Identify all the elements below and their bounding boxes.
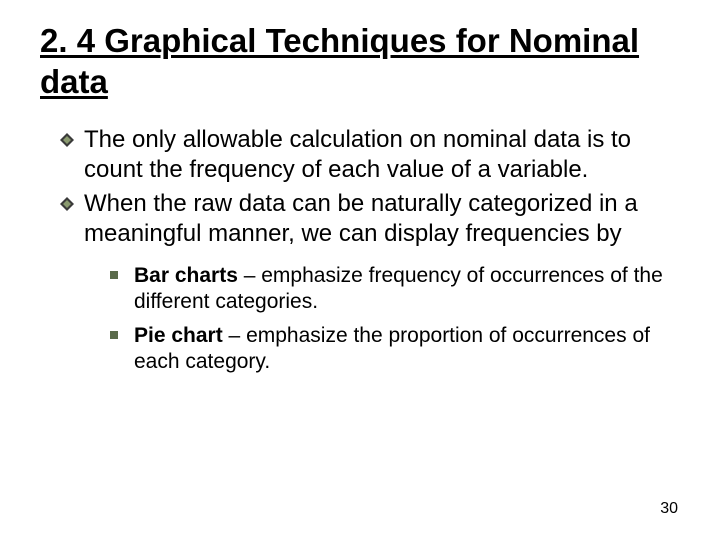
level2-item: Pie chart – emphasize the proportion of …: [110, 323, 680, 376]
square-bullet-icon: [110, 331, 118, 339]
level1-text: The only allowable calculation on nomina…: [84, 125, 680, 185]
level2-text: Bar charts – emphasize frequency of occu…: [134, 263, 680, 316]
level2-bold: Bar charts: [134, 264, 238, 287]
level1-item: The only allowable calculation on nomina…: [60, 125, 680, 185]
diamond-bullet-icon: [60, 133, 74, 147]
level2-item: Bar charts – emphasize frequency of occu…: [110, 263, 680, 316]
level2-text: Pie chart – emphasize the proportion of …: [134, 323, 680, 376]
square-bullet-icon: [110, 271, 118, 279]
slide-title: 2. 4 Graphical Techniques for Nominal da…: [40, 20, 680, 103]
level1-text: When the raw data can be naturally categ…: [84, 189, 680, 249]
page-number: 30: [660, 500, 678, 518]
level1-item: When the raw data can be naturally categ…: [60, 189, 680, 249]
bullet-list-level2: Bar charts – emphasize frequency of occu…: [110, 263, 680, 376]
diamond-bullet-icon: [60, 197, 74, 211]
bullet-list-level1: The only allowable calculation on nomina…: [60, 125, 680, 249]
level2-bold: Pie chart: [134, 324, 223, 347]
